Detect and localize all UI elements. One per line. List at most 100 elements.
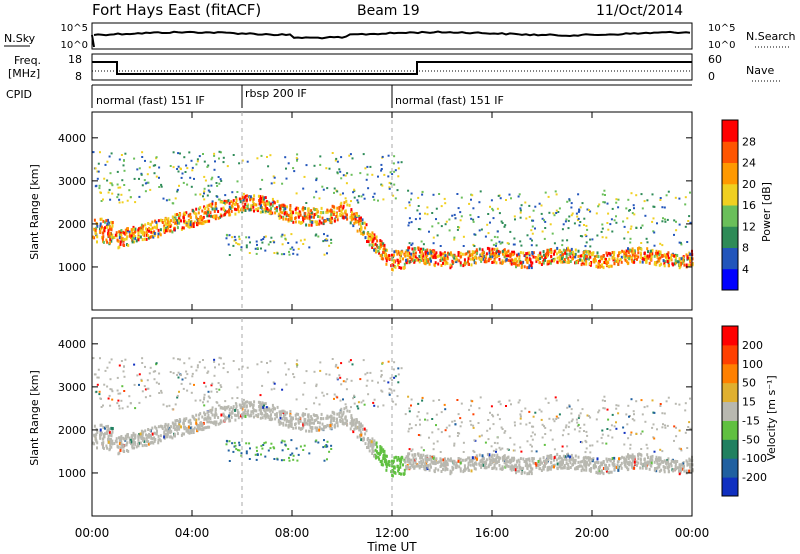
power-cell	[492, 243, 495, 246]
power-cell	[422, 259, 425, 262]
velocity-cell	[295, 417, 298, 421]
power-cell	[335, 212, 338, 216]
velocity-cell	[392, 466, 395, 470]
power-cell	[238, 235, 241, 238]
velocity-cell	[153, 436, 156, 440]
power-cell	[106, 225, 108, 229]
power-cell	[587, 252, 590, 256]
velocity-cell	[223, 407, 226, 410]
power-cell	[189, 223, 192, 227]
power-cell	[100, 217, 103, 221]
velocity-cell	[121, 445, 124, 449]
velocity-cell	[326, 440, 329, 443]
power-cell	[446, 257, 449, 261]
power-cell	[428, 262, 431, 266]
power-cell	[499, 197, 502, 200]
power-cell	[470, 217, 473, 220]
power-cell	[342, 216, 345, 220]
velocity-cell	[576, 466, 578, 470]
power-cell	[346, 213, 348, 217]
power-cell	[162, 197, 165, 200]
velocity-cell	[108, 361, 111, 364]
velocity-cell	[210, 420, 212, 424]
velocity-cell	[585, 468, 588, 472]
power-cell	[303, 217, 306, 220]
power-cell	[93, 218, 96, 222]
power-cell	[245, 244, 248, 247]
power-cell	[168, 198, 171, 201]
power-cell	[520, 204, 523, 207]
velocity-cell	[380, 449, 382, 453]
power-cell	[173, 228, 176, 232]
velocity-cell	[195, 369, 198, 372]
velocity-cell	[623, 443, 626, 446]
velocity-cell	[558, 455, 561, 459]
power-cell	[120, 234, 123, 238]
velocity-cell	[410, 463, 413, 467]
power-cell	[297, 212, 300, 215]
velocity-cell	[379, 445, 382, 449]
velocity-cell	[653, 411, 656, 414]
power-cell	[217, 176, 220, 178]
power-cell	[184, 171, 187, 173]
velocity-cell	[598, 409, 601, 412]
velocity-cell	[242, 398, 245, 401]
velocity-cell	[111, 398, 114, 401]
power-cell	[443, 197, 446, 200]
power-cell	[478, 257, 481, 261]
velocity-cell	[142, 438, 144, 442]
power-cell	[369, 238, 372, 242]
power-cell	[389, 171, 392, 174]
velocity-cell	[133, 363, 136, 366]
velocity-cell	[107, 440, 110, 444]
power-cell	[393, 170, 396, 173]
velocity-cell	[350, 379, 353, 382]
power-cell	[261, 210, 264, 214]
velocity-cell	[630, 455, 633, 459]
velocity-cell	[471, 459, 474, 463]
velocity-cell	[483, 460, 486, 464]
velocity-cell	[648, 460, 651, 464]
velocity-cell	[204, 385, 207, 388]
power-cell	[208, 210, 211, 214]
velocity-cell	[583, 462, 586, 466]
velocity-cell	[658, 459, 661, 462]
power-ytick-label: 4000	[58, 132, 86, 145]
power-cell	[239, 198, 242, 202]
power-cell	[544, 191, 547, 194]
velocity-cell	[167, 430, 170, 434]
power-colorbar-swatch	[722, 141, 738, 163]
power-colorbar-tick: 20	[742, 178, 756, 191]
power-cell	[323, 253, 326, 256]
power-cell	[549, 223, 552, 226]
power-cell	[383, 254, 386, 258]
velocity-cell	[367, 440, 370, 444]
velocity-cell	[516, 459, 519, 463]
velocity-cell	[519, 415, 522, 418]
velocity-cell	[137, 438, 140, 441]
power-cell	[660, 262, 663, 266]
power-cell	[381, 155, 384, 158]
velocity-cell	[588, 468, 591, 472]
power-cell	[685, 263, 688, 267]
power-cell	[446, 261, 449, 265]
velocity-cell	[443, 403, 446, 406]
power-cell	[183, 156, 186, 159]
power-cell	[592, 251, 595, 255]
power-cell	[293, 170, 296, 173]
velocity-cell	[689, 465, 692, 468]
velocity-cell	[391, 379, 394, 382]
power-cell	[315, 222, 318, 226]
velocity-cell	[245, 404, 248, 408]
velocity-cell	[627, 457, 630, 460]
velocity-cell	[198, 425, 201, 428]
power-cell	[647, 256, 650, 260]
power-cell	[102, 227, 105, 231]
velocity-cell	[675, 426, 677, 429]
power-cell	[164, 219, 166, 222]
power-cell	[160, 185, 163, 188]
power-cell	[202, 215, 205, 219]
power-cell	[631, 212, 634, 215]
power-cell	[540, 263, 543, 266]
